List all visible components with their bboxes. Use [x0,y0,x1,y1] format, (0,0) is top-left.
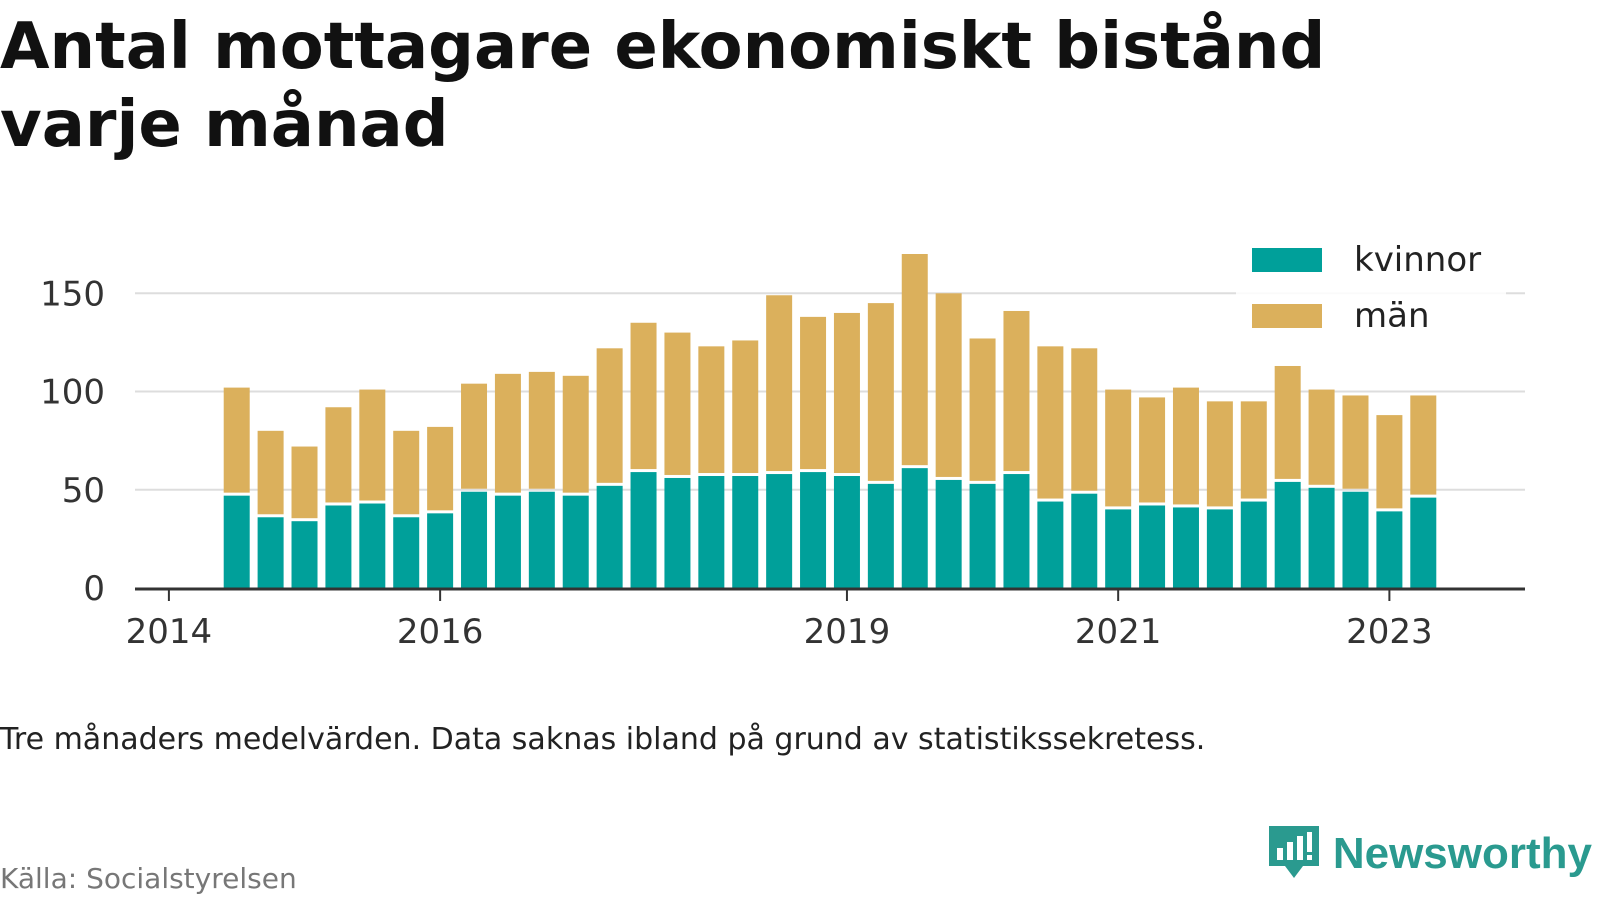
bar-kvinnor [1003,474,1030,588]
bar-kvinnor [1206,509,1233,588]
legend-label-kvinnor: kvinnor [1354,240,1481,280]
bar-kvinnor [1071,493,1098,588]
bar-kvinnor [1410,497,1437,588]
legend-label-man: män [1354,296,1430,336]
bar-man [800,316,827,470]
chart-title: Antal mottagare ekonomiskt bistånd varje… [0,10,1326,162]
bar-kvinnor [800,472,827,588]
grid-lines: 0 50 100 150 [40,274,1525,609]
bar-man [1139,397,1166,503]
bar-man [1342,395,1369,489]
bar-kvinnor [427,513,454,588]
bar-man [1410,395,1437,495]
bar-man [393,430,420,515]
bar-kvinnor [1105,509,1132,588]
bar-man [664,332,691,475]
bar-kvinnor [664,477,691,588]
x-tick-label: 2016 [397,612,484,652]
bars [223,254,1437,588]
bar-man [257,430,284,515]
bar-man [461,383,488,489]
bar-man [359,389,386,501]
bar-kvinnor [223,495,250,588]
bar-man [833,312,860,474]
bar-man [528,371,555,489]
bar-kvinnor [291,521,318,588]
bar-man [325,407,352,503]
bar-kvinnor [325,505,352,588]
newsworthy-logo-icon [1267,822,1321,886]
bar-man [1376,415,1403,509]
axes: 2014 2016 2019 2021 2023 [126,587,1525,652]
bar-man [1071,348,1098,491]
y-tick-label: 50 [62,471,105,511]
bar-man [630,322,657,470]
bar-kvinnor [766,474,793,588]
legend-swatch-man [1252,304,1322,328]
bar-kvinnor [1037,501,1064,588]
bar-kvinnor [1274,481,1301,588]
bar-kvinnor [867,483,894,588]
bar-kvinnor [494,495,521,588]
bar-kvinnor [1342,491,1369,588]
bar-man [1274,365,1301,479]
source-text: Källa: Socialstyrelsen [0,862,297,895]
legend: kvinnor män [1236,230,1506,346]
y-tick-label: 0 [83,569,105,609]
bar-man [223,387,250,493]
legend-swatch-kvinnor [1252,248,1322,272]
bar-man [698,346,725,474]
bar-kvinnor [596,485,623,588]
bar-man [1037,346,1064,499]
chart-note: Tre månaders medelvärden. Data saknas ib… [0,722,1206,757]
bar-kvinnor [1172,507,1199,588]
bar-man [1240,401,1267,499]
x-tick-label: 2023 [1346,612,1433,652]
bar-kvinnor [257,517,284,588]
x-tick-label: 2019 [804,612,891,652]
bar-man [867,303,894,481]
bar-man [1105,389,1132,507]
bar-man [969,338,996,481]
bar-kvinnor [698,476,725,588]
bar-kvinnor [528,491,555,588]
bar-man [596,348,623,483]
bar-man [1206,401,1233,507]
bar-man [291,446,318,519]
brand-name: Newsworthy [1332,829,1592,878]
bar-kvinnor [833,476,860,588]
x-tick-label: 2014 [126,612,213,652]
bar-kvinnor [935,479,962,588]
bar-kvinnor [1240,501,1267,588]
y-tick-label: 150 [40,274,105,314]
stacked-bar-chart: 0 50 100 150 2014 2016 2019 2021 2023 kvinnor m… [40,230,1525,652]
bar-man [1172,387,1199,505]
bar-kvinnor [393,517,420,588]
bar-man [427,426,454,511]
bar-kvinnor [562,495,589,588]
bar-kvinnor [901,468,928,588]
bar-man [494,373,521,493]
bar-kvinnor [1308,487,1335,588]
bar-kvinnor [732,476,759,588]
bar-kvinnor [1376,511,1403,588]
bar-man [732,340,759,474]
bar-kvinnor [630,472,657,588]
bar-man [766,295,793,472]
bar-man [901,254,928,466]
bar-kvinnor [359,503,386,588]
x-tick-label: 2021 [1075,612,1162,652]
bar-kvinnor [1139,505,1166,588]
brand-logo[interactable]: Newsworthy [1267,822,1592,886]
bar-man [562,375,589,493]
bar-man [1003,310,1030,472]
bar-man [1308,389,1335,485]
bar-kvinnor [969,483,996,588]
y-tick-label: 100 [40,373,105,413]
bar-man [935,293,962,477]
bar-kvinnor [461,491,488,588]
